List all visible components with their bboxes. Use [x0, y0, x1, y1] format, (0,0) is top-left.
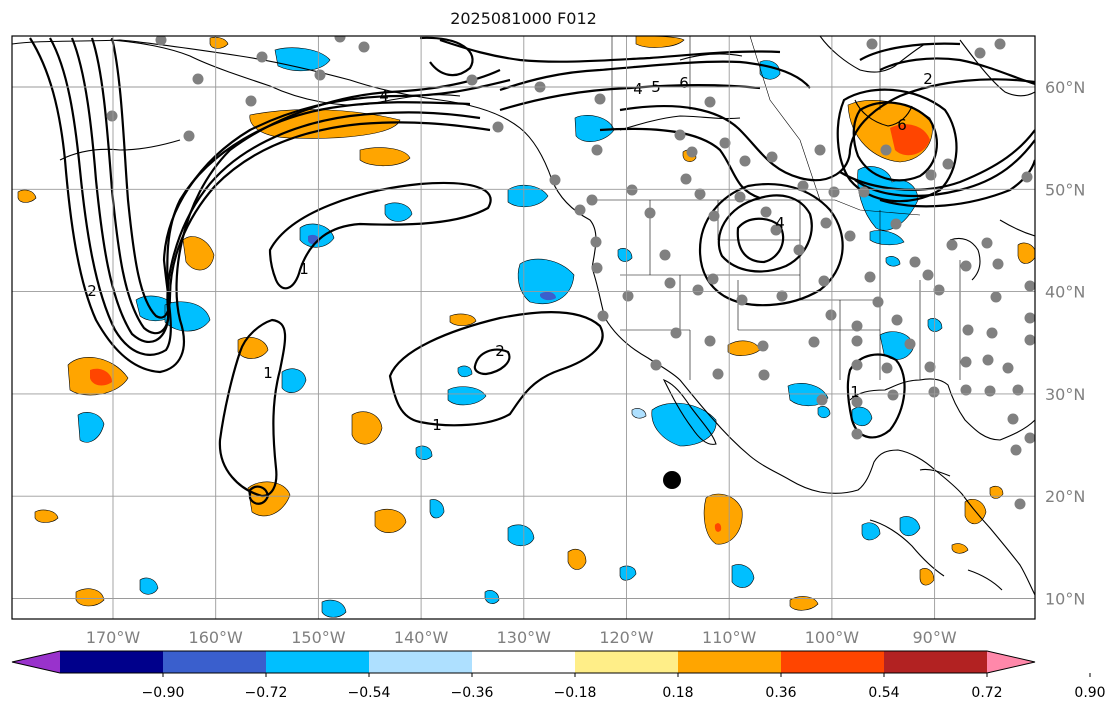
longitude-label: 130°W [497, 628, 552, 647]
station-markers [106, 36, 1035, 510]
latitude-label: 10°N [1045, 590, 1085, 609]
colorbar-tick-label: 0.90 [1074, 685, 1105, 701]
colorbar-segment [60, 651, 164, 673]
longitude-label: 120°W [599, 628, 654, 647]
highlight-point-marker [663, 471, 681, 489]
colorbar-extend-low [12, 651, 60, 673]
latitude-label: 40°N [1045, 283, 1085, 302]
contour-label: 2 [923, 70, 933, 88]
contour-label: 4 [775, 214, 785, 232]
colorbar-tick-label: 0.54 [868, 685, 899, 701]
colorbar-tick-label: 0.72 [971, 685, 1002, 701]
contour-label: 1 [850, 383, 860, 401]
colorbar-tick-label: −0.72 [245, 685, 288, 701]
colorbar-segment [472, 651, 576, 673]
colorbar-segment [884, 651, 988, 673]
colorbar-extend-high [987, 651, 1035, 673]
longitude-label: 170°W [86, 628, 141, 647]
map-title: 2025081000 F012 [450, 9, 597, 28]
colorbar-segment [369, 651, 473, 673]
colorbar [11, 650, 1036, 674]
contour-label: 4 [379, 87, 389, 105]
contour-label: 4 [633, 80, 643, 98]
colorbar-tick-labels: −0.90 −0.72 −0.54 −0.36 −0.18 0.18 0.36 0.54 0.7… [142, 673, 1105, 701]
colorbar-segment [575, 651, 679, 673]
colorbar-segment [678, 651, 782, 673]
contour-lines [29, 36, 1035, 505]
contour-label: 6 [897, 116, 907, 134]
latitude-labels: 60°N 50°N 40°N 30°N 20°N 10°N [1045, 78, 1085, 609]
contour-label: 2 [495, 342, 505, 360]
longitude-label: 160°W [189, 628, 244, 647]
contour-label: 1 [299, 260, 309, 278]
colorbar-tick-label: −0.90 [142, 685, 185, 701]
lat-lon-grid [12, 36, 1035, 619]
contour-label: 6 [679, 74, 689, 92]
longitude-label: 90°W [913, 628, 957, 647]
colorbar-tick-label: −0.54 [348, 685, 391, 701]
contour-label: 1 [263, 364, 273, 382]
contour-label: 2 [87, 282, 97, 300]
contour-label: 1 [432, 416, 442, 434]
latitude-label: 60°N [1045, 78, 1085, 97]
colorbar-segment [781, 651, 885, 673]
colorbar-tick-label: 0.18 [662, 685, 693, 701]
colorbar-tick-label: −0.36 [451, 685, 494, 701]
colorbar-segment [163, 651, 267, 673]
longitude-label: 140°W [394, 628, 449, 647]
longitude-label: 150°W [291, 628, 346, 647]
longitude-labels: 170°W 160°W 150°W 140°W 130°W 120°W 110°W 100°W… [86, 628, 957, 647]
colorbar-outline [11, 650, 1036, 674]
latitude-label: 50°N [1045, 180, 1085, 199]
colorbar-tick-label: −0.18 [554, 685, 597, 701]
colorbar-segment [266, 651, 370, 673]
latitude-label: 20°N [1045, 487, 1085, 506]
colorbar-tick-label: 0.36 [765, 685, 796, 701]
map-frame [11, 35, 1036, 620]
longitude-label: 100°W [805, 628, 860, 647]
latitude-label: 30°N [1045, 385, 1085, 404]
longitude-label: 110°W [702, 628, 757, 647]
